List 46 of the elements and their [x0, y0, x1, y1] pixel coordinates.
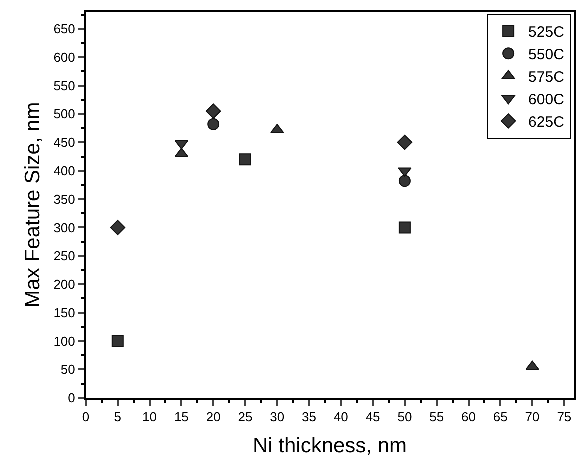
x-tick-label: 30 [270, 410, 285, 425]
y-tick-label: 100 [54, 334, 76, 349]
x-tick-label: 70 [525, 410, 540, 425]
y-tick-label: 400 [54, 163, 76, 178]
y-tick-label: 250 [54, 248, 76, 264]
x-tick-label: 25 [238, 410, 253, 425]
y-tick-label: 600 [54, 50, 76, 65]
y-tick-label: 150 [54, 305, 76, 320]
legend-label: 525C [528, 24, 565, 42]
x-tick-label: 45 [366, 410, 380, 425]
x-tick-label: 50 [398, 410, 412, 425]
point [397, 134, 413, 150]
y-tick-label: 50 [60, 362, 76, 378]
x-tick-label: 15 [174, 410, 189, 425]
x-tick-label: 65 [493, 410, 508, 425]
x-tick-label: 35 [302, 410, 317, 425]
y-tick-label: 650 [54, 22, 76, 37]
x-tick-label: 20 [206, 410, 221, 425]
y-tick-label: 300 [54, 220, 76, 236]
x-tick-label: 40 [334, 410, 348, 425]
point [398, 222, 411, 234]
y-axis-title: Max Feature Size, nm [21, 102, 44, 308]
y-tick-label: 350 [54, 192, 76, 207]
point [206, 104, 222, 119]
legend-label: 575C [528, 69, 565, 86]
x-axis-title: Ni thickness, nm [252, 434, 408, 458]
y-tick-label: 200 [54, 277, 76, 292]
legend-label: 550C [528, 46, 565, 64]
x-tick-label: 60 [462, 410, 476, 425]
legend-label: 625C [528, 114, 565, 132]
x-tick-label: 75 [557, 410, 572, 425]
point [208, 118, 220, 130]
point [239, 154, 252, 166]
x-tick-label: 0 [82, 410, 90, 425]
x-tick-label: 55 [430, 410, 444, 425]
point [112, 335, 124, 348]
y-tick-label: 550 [54, 78, 76, 94]
legend-label: 600C [528, 92, 565, 109]
y-tick-label: 500 [54, 106, 76, 122]
point [526, 360, 540, 370]
y-tick-label: 450 [54, 135, 76, 150]
y-tick-label: 0 [68, 390, 76, 406]
x-tick-label: 5 [114, 410, 122, 425]
point [110, 220, 126, 236]
x-tick-label: 10 [142, 410, 158, 425]
point [398, 175, 411, 188]
